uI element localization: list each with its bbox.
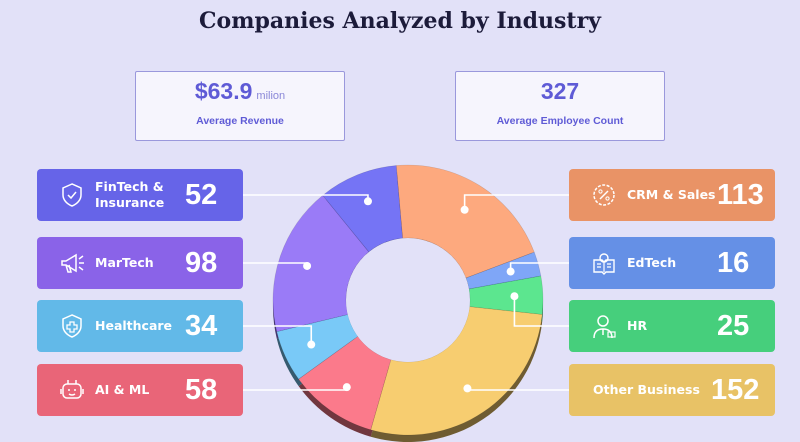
stat-value: $63.9 [194, 78, 253, 104]
stat-value: 327 [540, 78, 580, 104]
stat-label: Average Revenue [196, 115, 284, 127]
stat-unit: milion [256, 90, 286, 102]
leader-dot [342, 383, 351, 392]
leader-dot [463, 384, 472, 393]
legend-card-crm-sales: CRM & Sales 113 [569, 169, 775, 221]
legend-card-hr: HR 25 [569, 300, 775, 352]
data-label-value: 152 [711, 373, 760, 406]
robot-icon [60, 380, 84, 399]
person-icon [593, 315, 616, 339]
data-label-value: 34 [185, 309, 218, 342]
leader-dot [303, 261, 312, 270]
leader-line [513, 296, 569, 327]
legend-card-ai-ml: AI & ML 58 [37, 364, 243, 416]
shield-check-icon [62, 183, 82, 207]
legend-label: CRM & Sales [627, 187, 716, 202]
page-title: Companies Analyzed by Industry [199, 8, 601, 34]
lightbulb-book-icon [593, 253, 615, 275]
legend-label: Other Business [593, 382, 700, 397]
data-label-value: 16 [717, 246, 750, 279]
leader-dot [307, 340, 316, 349]
stat-label: Average Employee Count [496, 115, 624, 127]
stat-average-employee-count: 327 Average Employee Count [455, 71, 665, 141]
legend-card-edtech: EdTech 16 [569, 237, 775, 289]
medical-shield-icon [62, 314, 82, 338]
data-label-value: 52 [185, 178, 218, 211]
data-label-value: 113 [717, 178, 764, 211]
legend-label: FinTech & Insurance [95, 179, 165, 210]
data-label-value: 58 [185, 373, 218, 406]
leader-line [243, 325, 313, 345]
legend-label: Healthcare [95, 318, 173, 333]
legend-label: EdTech [627, 255, 677, 270]
legend-card-fintech-insurance: FinTech & Insurance 52 [37, 169, 243, 221]
legend-label: HR [627, 318, 648, 333]
legend-label: AI & ML [95, 382, 150, 397]
stat-average-revenue: $63.9 milion Average Revenue [135, 71, 345, 141]
legend-card-martech: MarTech 98 [37, 237, 243, 289]
leader-dot [510, 292, 519, 301]
discount-badge-icon [593, 184, 615, 206]
leader-dot [506, 267, 515, 276]
leader-dot [460, 205, 469, 214]
leader-dot [363, 197, 372, 206]
legend-card-healthcare: Healthcare 34 [37, 300, 243, 352]
data-label-value: 98 [185, 246, 218, 279]
data-label-value: 25 [717, 309, 750, 342]
legend-label: MarTech [95, 255, 154, 270]
megaphone-icon [61, 253, 84, 273]
leader-line [463, 194, 569, 210]
donut-hole [346, 238, 470, 362]
legend-card-other-business: Other Business 152 [569, 364, 775, 416]
